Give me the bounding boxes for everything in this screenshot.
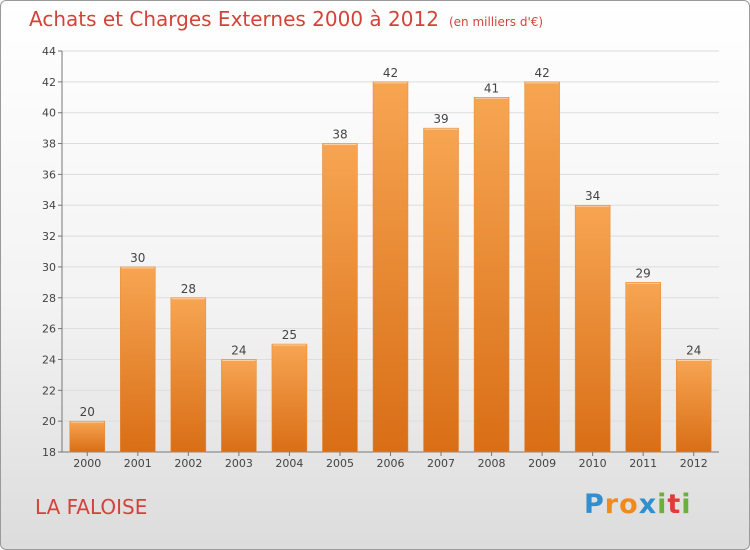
- x-tick-label: 2005: [326, 457, 354, 470]
- bar: [675, 359, 712, 453]
- bar: [574, 204, 611, 453]
- bar: [524, 81, 560, 453]
- logo-letter: t: [667, 489, 682, 520]
- x-tick-label: 2002: [174, 457, 202, 470]
- x-tick-label: 2006: [377, 457, 405, 470]
- y-tick-label: 32: [42, 230, 56, 243]
- bar: [423, 127, 459, 453]
- x-tick-label: 2010: [579, 457, 607, 470]
- y-tick-label: 28: [42, 292, 56, 305]
- logo-letter: i: [657, 489, 668, 520]
- proxiti-logo: Proxiti: [584, 489, 692, 520]
- y-tick-label: 36: [42, 168, 56, 181]
- bar-value-label: 20: [80, 405, 95, 419]
- bar-value-label: 29: [636, 266, 651, 280]
- y-tick-label: 40: [42, 107, 56, 120]
- y-tick-label: 18: [42, 446, 56, 459]
- x-tick-label: 2008: [478, 457, 506, 470]
- x-tick-label: 2003: [225, 457, 253, 470]
- bar: [372, 81, 409, 453]
- chart-title-text: Achats et Charges Externes 2000 à 2012: [29, 7, 439, 31]
- bar-value-label: 28: [181, 282, 196, 296]
- chart-unit: (en milliers d'€): [448, 15, 544, 29]
- x-tick-label: 2011: [629, 457, 657, 470]
- bar-value-label: 24: [231, 343, 246, 357]
- bar: [473, 97, 510, 453]
- bar: [221, 359, 257, 453]
- bar-value-label: 42: [534, 66, 549, 80]
- y-tick-label: 26: [42, 323, 56, 336]
- y-tick-label: 30: [42, 261, 56, 274]
- bar: [271, 343, 308, 453]
- y-tick-label: 22: [42, 384, 56, 397]
- y-tick-label: 34: [42, 199, 56, 212]
- y-tick-label: 20: [42, 415, 56, 428]
- bar: [625, 282, 661, 453]
- y-tick-label: 42: [42, 76, 56, 89]
- x-tick-label: 2012: [680, 457, 708, 470]
- bar-value-label: 34: [585, 189, 600, 203]
- bar: [322, 143, 358, 453]
- y-tick-label: 24: [42, 353, 56, 366]
- bar-value-label: 25: [282, 328, 297, 342]
- bar-value-label: 30: [130, 251, 145, 265]
- y-tick-label: 44: [42, 45, 56, 58]
- logo-letter: r: [604, 489, 620, 520]
- logo-letter: x: [638, 489, 658, 520]
- y-tick-label: 38: [42, 138, 56, 151]
- town-name: LA FALOISE: [35, 495, 148, 519]
- logo-letter: P: [584, 489, 605, 520]
- bar: [69, 420, 106, 453]
- x-tick-label: 2001: [124, 457, 152, 470]
- bar-value-label: 41: [484, 81, 499, 95]
- bar-value-label: 24: [686, 343, 701, 357]
- bar-value-label: 38: [332, 128, 347, 142]
- logo-letter: o: [619, 489, 639, 520]
- bar-value-label: 42: [383, 66, 398, 80]
- x-tick-label: 2000: [73, 457, 101, 470]
- x-tick-label: 2007: [427, 457, 455, 470]
- logo-letter: i: [681, 489, 692, 520]
- x-tick-label: 2004: [275, 457, 303, 470]
- bar: [120, 266, 156, 453]
- bar-value-label: 39: [433, 112, 448, 126]
- chart-title: Achats et Charges Externes 2000 à 2012 (e…: [29, 7, 543, 31]
- x-tick-label: 2009: [528, 457, 556, 470]
- bar: [170, 297, 207, 453]
